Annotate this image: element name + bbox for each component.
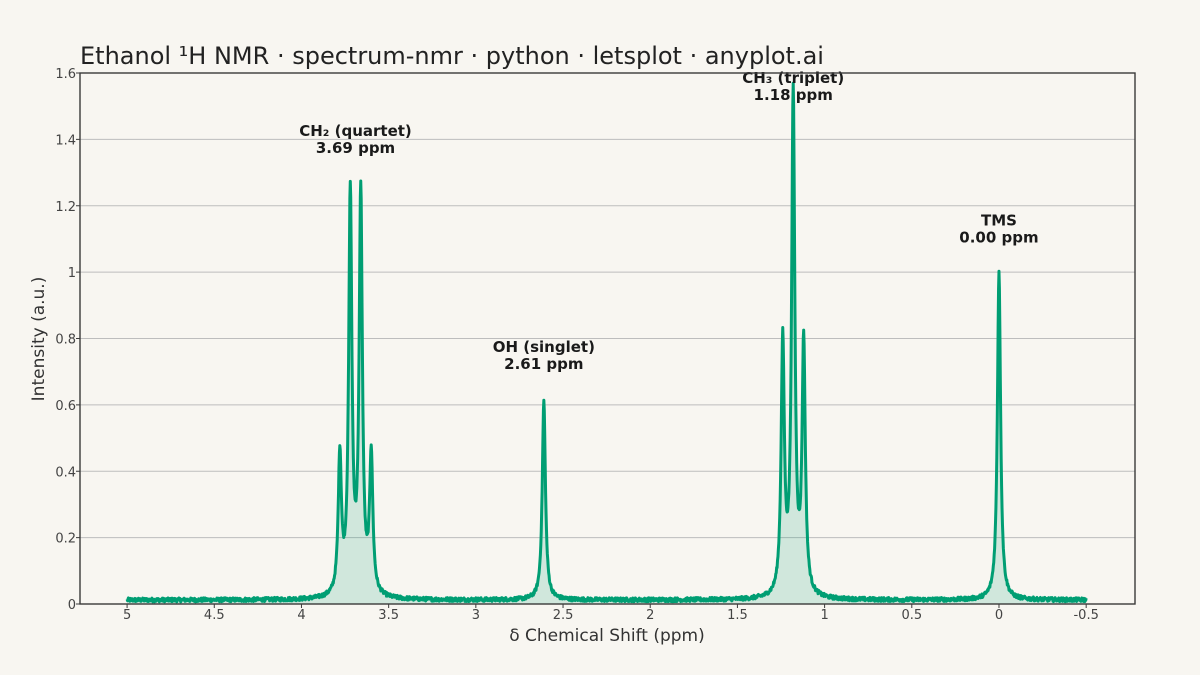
y-tick-label: 1	[68, 266, 76, 281]
spectrum-line	[125, 81, 1088, 604]
y-tick-label: 0.4	[55, 465, 76, 480]
spectrum-series	[125, 81, 1088, 604]
grid-lines	[80, 138, 1135, 539]
x-tick-label: 5	[123, 608, 131, 623]
peak-annotation-shift: 0.00 ppm	[959, 229, 1038, 247]
x-tick-label: 0.5	[901, 608, 922, 623]
x-tick-label: -0.5	[1073, 608, 1098, 623]
y-axis-ticks: 0 0.2 0.4 0.6 0.8 1 1.2 1.4 1.6	[55, 67, 80, 613]
peak-annotation-shift: 3.69 ppm	[316, 139, 395, 157]
y-tick-label: 0.8	[55, 333, 76, 348]
peak-annotation-label: OH (singlet)	[493, 338, 595, 356]
x-axis-ticks: 5 4.5 4 3.5 3 2.5 2 1.5 1 0.5 0 -0.5	[123, 604, 1099, 623]
x-tick-label: 2.5	[553, 608, 574, 623]
x-tick-label: 2	[646, 608, 654, 623]
y-tick-label: 1.2	[55, 200, 76, 215]
peak-annotations: CH₂ (quartet)3.69 ppm OH (singlet)2.61 pp…	[299, 69, 1038, 373]
y-tick-label: 1.6	[55, 67, 76, 82]
peak-annotation-label: CH₂ (quartet)	[299, 122, 412, 140]
x-axis-title: δ Chemical Shift (ppm)	[509, 626, 705, 646]
chart-title: Ethanol ¹H NMR · spectrum-nmr · python ·…	[80, 42, 824, 70]
spectrum-area	[127, 83, 1087, 604]
y-tick-label: 0.2	[55, 532, 76, 547]
y-axis-title: Intensity (a.u.)	[29, 277, 49, 402]
x-tick-label: 3	[472, 608, 480, 623]
y-tick-label: 0	[68, 598, 76, 613]
y-tick-label: 0.6	[55, 399, 76, 414]
peak-annotation-shift: 1.18 ppm	[754, 86, 833, 104]
peak-annotation-shift: 2.61 ppm	[504, 355, 583, 373]
x-tick-label: 4	[297, 608, 305, 623]
x-tick-label: 1	[820, 608, 828, 623]
x-tick-label: 4.5	[204, 608, 225, 623]
peak-annotation-label: CH₃ (triplet)	[742, 69, 844, 87]
x-tick-label: 1.5	[727, 608, 748, 623]
x-tick-label: 3.5	[378, 608, 399, 623]
y-tick-label: 1.4	[55, 133, 76, 148]
x-tick-label: 0	[995, 608, 1003, 623]
peak-annotation-label: TMS	[981, 212, 1017, 230]
